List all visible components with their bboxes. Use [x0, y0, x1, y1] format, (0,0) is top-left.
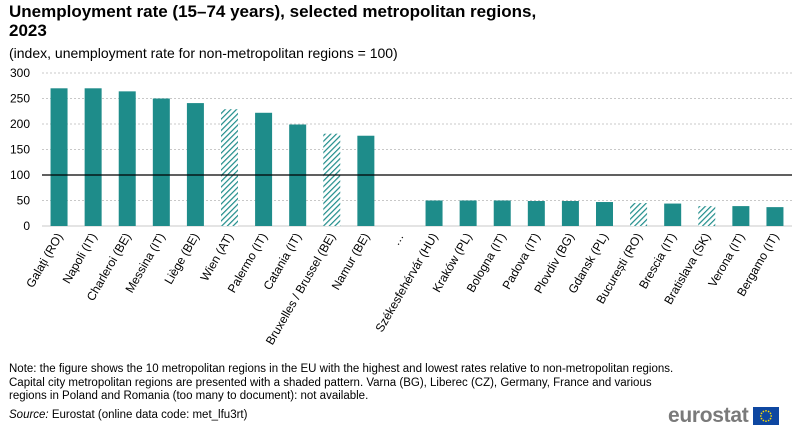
flag-star: [770, 417, 772, 420]
eurostat-logo: eurostat: [668, 404, 780, 428]
bar: [186, 103, 204, 226]
chart-title: Unemployment rate (15–74 years), selecte…: [9, 2, 537, 40]
bar: [493, 200, 511, 226]
y-tick-label: 100: [10, 168, 30, 182]
bar: [527, 201, 545, 226]
bar: [425, 200, 443, 226]
flag-star: [770, 412, 772, 415]
bar: [221, 109, 238, 226]
flag-star: [770, 415, 773, 417]
bar: [732, 206, 750, 226]
y-tick-label: 0: [23, 219, 30, 233]
bar: [664, 203, 682, 226]
bar: [323, 133, 341, 226]
bar: [118, 91, 136, 226]
source-label: Source:: [9, 409, 49, 421]
flag-star: [763, 410, 765, 413]
bar: [630, 203, 648, 226]
eurostat-wordmark: eurostat: [668, 404, 749, 427]
chart-source: Source: Eurostat (online data code: met_…: [9, 409, 247, 423]
y-tick-label: 300: [10, 66, 30, 80]
x-tick-label: Galați (RO): [23, 231, 65, 291]
flag-star: [761, 417, 763, 420]
flag-star: [761, 412, 763, 415]
bar: [255, 112, 273, 226]
bar: [596, 202, 613, 226]
bar: [50, 88, 68, 226]
bar: [459, 200, 477, 226]
chart-subtitle: (index, unemployment rate for non-metrop…: [9, 45, 398, 61]
flag-star: [768, 410, 770, 413]
flag-star: [765, 409, 768, 412]
y-tick-label: 200: [10, 117, 30, 131]
x-tick-label: …: [388, 231, 406, 248]
x-tick-label: Wien (AT): [197, 230, 236, 283]
flag-star: [760, 415, 763, 417]
bar: [84, 88, 102, 226]
bar: [357, 135, 375, 226]
bar: [152, 98, 170, 226]
x-tick-label: Liège (BE): [162, 231, 202, 287]
bar: [561, 201, 579, 226]
bar: [766, 207, 784, 226]
y-tick-label: 50: [17, 194, 31, 208]
y-tick-label: 250: [10, 92, 30, 106]
x-tick-label: Székesfehérvár (HU): [373, 230, 441, 334]
bar: [698, 206, 716, 226]
source-text: Eurostat (online data code: met_lfu3rt): [48, 409, 248, 421]
flag-star: [768, 419, 770, 422]
flag-star: [765, 420, 768, 423]
eu-flag-icon: [753, 407, 780, 425]
y-tick-label: 150: [10, 143, 30, 157]
chart-note: Note: the figure shows the 10 metropolit…: [9, 363, 674, 402]
flag-star: [763, 419, 765, 422]
